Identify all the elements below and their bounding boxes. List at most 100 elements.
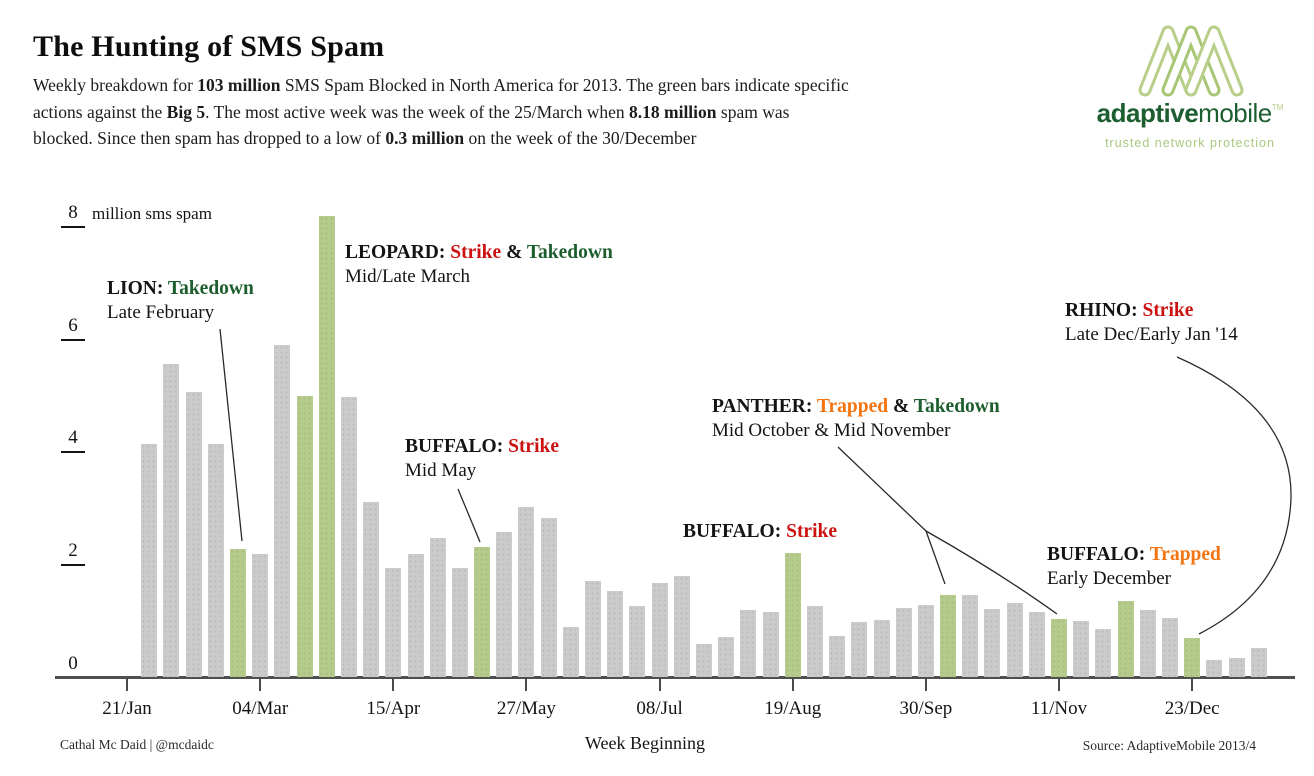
logo-tagline: trusted network protection — [1105, 136, 1275, 150]
annotation-leopard-text: LEOPARD: — [345, 242, 451, 263]
x-tick-label-27-May: 27/May — [496, 698, 556, 719]
annotation-buffalo-aug: BUFFALO: Strike — [683, 520, 837, 544]
connector-line-buffalo-may — [457, 488, 481, 543]
bar-28-Jan — [141, 444, 158, 677]
annotation-panther: PANTHER: Trapped & Takedown Mid October &… — [712, 395, 1000, 443]
bar-30-Sep — [917, 604, 934, 677]
y-tick-mark-4 — [61, 451, 85, 454]
bar-05-Aug — [740, 609, 757, 677]
x-axis-title: Week Beginning — [584, 733, 706, 753]
bar-12-Aug — [762, 611, 779, 677]
subtitle-line: blocked. Since then spam has dropped to … — [33, 128, 697, 148]
x-tick-mark-27-May — [525, 678, 528, 691]
annotation-panther-text: Trapped — [816, 396, 889, 417]
annotation-lion-text: LION: — [107, 278, 168, 299]
bar-15-Apr — [385, 568, 402, 677]
bar-30-Dec — [1206, 660, 1223, 677]
annotation-lion-date: Late February — [107, 302, 215, 323]
x-tick-label-04-Mar: 04/Mar — [232, 698, 289, 719]
annotation-leopard-date: Mid/Late March — [345, 266, 471, 287]
subtitle-line: actions against the Big 5. The most acti… — [33, 101, 790, 122]
x-tick-mark-21-Jan — [126, 678, 128, 691]
bar-09-Dec — [1139, 610, 1156, 677]
highlight-bar-19-Aug — [784, 552, 801, 677]
bar-20-May — [496, 532, 513, 677]
bar-11-Mar — [274, 344, 291, 677]
y-tick-label-4: 4 — [68, 427, 78, 449]
x-tick-label-21-Jan: 21/Jan — [102, 698, 152, 719]
annotation-leopard: LEOPARD: Strike & Takedown Mid/Late March — [345, 241, 613, 289]
x-tick-mark-08-Jul — [658, 678, 661, 691]
bar-22-Apr — [407, 554, 424, 677]
x-axis-line — [55, 676, 1295, 679]
annotation-buffalo-may-text: Strike — [508, 436, 560, 457]
annotation-buffalo-dec-text: BUFFALO: — [1047, 544, 1150, 565]
x-tick-mark-11-Nov — [1058, 678, 1060, 691]
connector-line-panther-october — [925, 530, 946, 585]
highlight-bar-23-Dec — [1184, 638, 1201, 677]
annotation-panther-text: PANTHER: — [712, 396, 817, 417]
x-tick-label-19-Aug: 19/Aug — [764, 698, 822, 719]
x-tick-mark-30-Sep — [924, 678, 927, 691]
x-tick-label-08-Jul: 08/Jul — [636, 698, 683, 719]
x-tick-mark-19-Aug — [791, 678, 794, 691]
connector-curve-rhino — [1176, 356, 1292, 635]
highlight-bar-11-Nov — [1051, 618, 1067, 677]
highlight-bar-25-Feb — [230, 549, 246, 677]
annotation-buffalo-aug-text: Strike — [786, 521, 838, 542]
connector-line-panther-main — [837, 446, 927, 532]
bar-29-Apr — [429, 538, 446, 677]
y-tick-mark-2 — [61, 564, 85, 567]
bar-13-Jan-14 — [1250, 648, 1267, 677]
bar-18-Nov — [1073, 621, 1090, 677]
highlight-bar-18-Mar — [296, 395, 313, 677]
annotation-panther-text: Takedown — [913, 396, 1000, 417]
bar-04-Nov — [1028, 611, 1045, 677]
annotation-rhino: RHINO: Strike Late Dec/Early Jan '14 — [1065, 299, 1238, 347]
annotation-lion: LION: Takedown Late February — [107, 277, 254, 325]
x-tick-label-11-Nov: 11/Nov — [1030, 698, 1088, 719]
annotation-rhino-date: Late Dec/Early Jan '14 — [1065, 324, 1238, 345]
bar-08-Jul — [651, 582, 668, 677]
annotation-buffalo-may-text: BUFFALO: — [405, 436, 509, 457]
annotation-leopard-text: Takedown — [526, 242, 613, 263]
bar-18-Feb — [207, 444, 224, 677]
bar-04-Feb — [163, 364, 180, 677]
annotation-leopard-text: & — [501, 242, 527, 263]
bar-29-Jul — [718, 637, 735, 677]
page-title: The Hunting of SMS Spam — [33, 30, 385, 63]
highlight-bar-13-May — [474, 547, 491, 677]
x-tick-label-15-Apr: 15/Apr — [366, 698, 421, 719]
adaptivemobile-wordmark: adaptivemobileTM — [1080, 100, 1300, 133]
bar-03-Jun — [540, 518, 557, 677]
annotation-panther-date: Mid October & Mid November — [712, 420, 951, 441]
bar-22-Jul — [696, 643, 712, 677]
y-tick-label-6: 6 — [68, 314, 78, 336]
x-tick-mark-23-Dec — [1191, 678, 1194, 691]
adaptivemobile-logo-icon — [1138, 25, 1244, 97]
annotation-rhino-text: Strike — [1142, 300, 1194, 321]
logo-text-adaptive: adaptive — [1096, 98, 1199, 128]
bar-11-Feb — [185, 392, 202, 677]
highlight-bar-25-Mar — [318, 215, 335, 677]
bar-10-Jun — [562, 626, 579, 677]
y-axis-unit-label: million sms spam — [92, 203, 212, 223]
annotation-rhino-text: RHINO: — [1065, 300, 1143, 321]
bar-14-Oct — [962, 595, 979, 677]
bar-23-Sep — [895, 608, 912, 677]
annotation-buffalo-may: BUFFALO: Strike Mid May — [405, 435, 559, 483]
bar-21-Oct — [984, 608, 1001, 677]
bar-04-Mar — [252, 553, 269, 677]
annotation-buffalo-aug-text: BUFFALO: — [683, 521, 787, 542]
highlight-bar-02-Dec — [1117, 601, 1134, 677]
bar-02-Sep — [829, 635, 846, 677]
annotation-panther-text: & — [888, 396, 914, 417]
x-tick-label-30-Sep: 30/Sep — [899, 698, 953, 719]
bar-28-Oct — [1006, 602, 1023, 677]
bar-25-Nov — [1095, 628, 1112, 677]
y-tick-mark-6 — [61, 338, 85, 341]
annotation-buffalo-dec-date: Early December — [1047, 568, 1171, 589]
author-credit: Cathal Mc Daid | @mcdaidc — [60, 737, 214, 752]
bar-06-May — [451, 568, 468, 677]
